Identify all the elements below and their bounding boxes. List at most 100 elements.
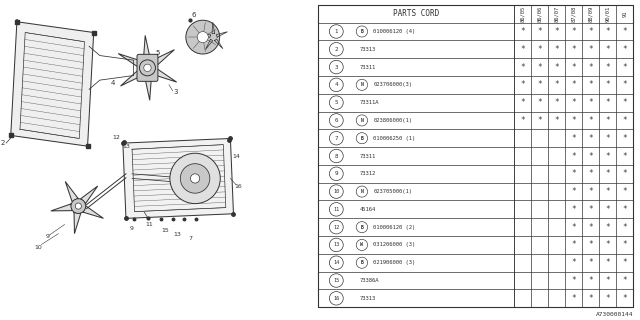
Text: *: * <box>623 27 627 36</box>
Text: *: * <box>623 116 627 125</box>
Text: 021906000 (3): 021906000 (3) <box>373 260 415 265</box>
Text: 86/06: 86/06 <box>537 5 542 22</box>
Text: 8: 8 <box>335 154 338 158</box>
Circle shape <box>144 64 151 72</box>
Text: 9: 9 <box>129 226 134 231</box>
Text: A730000144: A730000144 <box>596 312 634 317</box>
Text: *: * <box>605 169 610 178</box>
Text: 90/01: 90/01 <box>605 5 611 22</box>
Text: 13: 13 <box>333 243 339 247</box>
Text: 73311: 73311 <box>359 65 376 69</box>
Text: 11: 11 <box>145 222 153 227</box>
Text: *: * <box>605 294 610 303</box>
Text: 010006120 (4): 010006120 (4) <box>373 29 415 34</box>
Text: 1: 1 <box>15 19 19 25</box>
Text: 9: 9 <box>45 234 50 239</box>
Text: 6: 6 <box>335 118 338 123</box>
Polygon shape <box>152 50 174 66</box>
Text: 14: 14 <box>232 155 240 159</box>
Text: *: * <box>588 27 593 36</box>
Text: *: * <box>537 116 541 125</box>
Text: *: * <box>605 187 610 196</box>
Text: *: * <box>537 80 541 89</box>
Text: *: * <box>588 187 593 196</box>
Text: 3: 3 <box>335 65 338 69</box>
Text: *: * <box>572 294 576 303</box>
Text: *: * <box>605 27 610 36</box>
Text: 45164: 45164 <box>359 207 376 212</box>
Text: *: * <box>537 27 541 36</box>
Text: *: * <box>572 80 576 89</box>
Polygon shape <box>212 22 214 34</box>
Polygon shape <box>205 39 212 50</box>
Wedge shape <box>186 20 220 54</box>
Text: *: * <box>537 62 541 72</box>
Polygon shape <box>143 36 150 60</box>
Text: 73313: 73313 <box>359 296 376 301</box>
Text: *: * <box>588 62 593 72</box>
Text: 86/07: 86/07 <box>554 5 559 22</box>
Text: 73311A: 73311A <box>359 100 379 105</box>
Circle shape <box>197 32 208 43</box>
Text: *: * <box>554 98 559 107</box>
Text: 13: 13 <box>173 232 182 237</box>
Text: B: B <box>360 260 364 265</box>
Text: 12: 12 <box>112 135 120 140</box>
Text: *: * <box>623 205 627 214</box>
Text: *: * <box>623 80 627 89</box>
Polygon shape <box>51 204 72 211</box>
Text: *: * <box>588 223 593 232</box>
Text: B: B <box>360 136 364 141</box>
Text: 73386A: 73386A <box>359 278 379 283</box>
Text: 010006120 (2): 010006120 (2) <box>373 225 415 230</box>
Text: *: * <box>623 258 627 267</box>
Text: *: * <box>588 45 593 54</box>
Text: *: * <box>572 62 576 72</box>
Text: *: * <box>520 80 525 89</box>
Text: *: * <box>623 98 627 107</box>
Text: *: * <box>605 240 610 250</box>
Text: *: * <box>605 134 610 143</box>
Text: N: N <box>360 118 364 123</box>
Circle shape <box>180 164 210 193</box>
Text: *: * <box>588 134 593 143</box>
Polygon shape <box>199 33 211 37</box>
Text: *: * <box>588 258 593 267</box>
Text: *: * <box>554 27 559 36</box>
Text: 13: 13 <box>122 144 130 149</box>
Text: B: B <box>360 29 364 34</box>
Text: 6: 6 <box>192 12 196 18</box>
Text: *: * <box>554 45 559 54</box>
Text: *: * <box>588 169 593 178</box>
Text: *: * <box>588 151 593 161</box>
Polygon shape <box>216 32 227 37</box>
Text: *: * <box>520 45 525 54</box>
Text: 2: 2 <box>335 47 338 52</box>
Text: *: * <box>623 276 627 285</box>
Text: *: * <box>588 116 593 125</box>
Polygon shape <box>83 206 103 218</box>
Text: *: * <box>572 98 576 107</box>
Text: 5: 5 <box>335 100 338 105</box>
Text: *: * <box>572 187 576 196</box>
Circle shape <box>191 174 200 183</box>
Text: 010006250 (1): 010006250 (1) <box>373 136 415 141</box>
Text: *: * <box>605 62 610 72</box>
Text: *: * <box>605 223 610 232</box>
Text: *: * <box>605 45 610 54</box>
Text: *: * <box>572 169 576 178</box>
Text: *: * <box>605 205 610 214</box>
Polygon shape <box>145 76 152 100</box>
Text: *: * <box>623 240 627 250</box>
Text: 1: 1 <box>335 29 338 34</box>
Text: W: W <box>360 243 364 247</box>
Text: *: * <box>605 80 610 89</box>
Text: *: * <box>572 27 576 36</box>
Text: *: * <box>572 45 576 54</box>
Text: 7: 7 <box>188 236 193 241</box>
Text: 11: 11 <box>333 207 339 212</box>
Text: *: * <box>588 98 593 107</box>
Text: N: N <box>360 82 364 87</box>
Text: 87/08: 87/08 <box>571 5 576 22</box>
Text: 023705000(1): 023705000(1) <box>373 189 412 194</box>
